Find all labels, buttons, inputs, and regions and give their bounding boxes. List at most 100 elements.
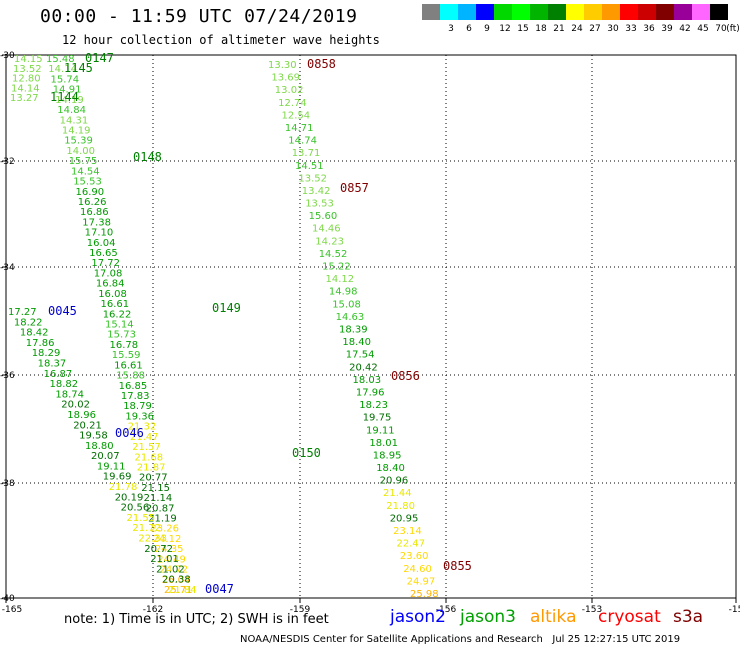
track-b-value: 23.26 xyxy=(150,524,179,535)
track-d-value: 13.52 xyxy=(298,173,327,184)
track-c-value: 18.22 xyxy=(14,317,43,328)
pass-time-label: 0855 xyxy=(443,559,472,573)
track-b-value: 21.68 xyxy=(135,452,164,463)
track-c-value: 19.11 xyxy=(97,461,126,472)
track-d-value: 15.08 xyxy=(332,299,361,310)
pass-time-label: 0047 xyxy=(205,582,234,596)
track-b-value: 16.84 xyxy=(96,279,125,290)
track-b-value: 26.04 xyxy=(162,575,191,586)
track-b-value: 17.38 xyxy=(82,217,111,228)
track-b-value: 21.14 xyxy=(144,493,173,504)
track-b-value: 18.79 xyxy=(123,401,152,412)
track-d-value: 20.96 xyxy=(380,476,409,487)
track-b-value: 14.54 xyxy=(71,166,100,177)
legend-swatch xyxy=(530,4,548,20)
track-d-value: 18.40 xyxy=(342,337,371,348)
track-b-value: 14.91 xyxy=(53,85,82,96)
track-c-value: 18.80 xyxy=(85,441,114,452)
track-c-value: 20.38 xyxy=(162,575,191,586)
track-b-value: 20.87 xyxy=(146,503,175,514)
pass-time-label: 0045 xyxy=(48,304,77,318)
track-d-value: 24.97 xyxy=(407,576,436,587)
track-b-value: 16.08 xyxy=(98,289,127,300)
legend-swatch xyxy=(710,4,728,20)
track-b-value: 16.04 xyxy=(87,238,116,249)
track-d-value: 14.46 xyxy=(312,224,341,235)
legend-label: 42 xyxy=(679,24,691,34)
track-b-value: 24.49 xyxy=(157,554,186,565)
legend-label: 45 xyxy=(697,24,709,34)
pass-time-label: 0149 xyxy=(212,301,241,315)
chart-title: 00:00 - 11:59 UTC 07/24/2019 xyxy=(40,6,358,27)
track-b-value: 24.72 xyxy=(160,565,189,576)
lon-tick-label: -15 xyxy=(729,605,740,615)
legend-label: 18 xyxy=(535,24,547,34)
legend-swatch xyxy=(458,4,476,20)
legend-label: 36 xyxy=(643,24,655,34)
legend-label: 9 xyxy=(484,24,490,34)
legend-swatch xyxy=(602,4,620,20)
track-d-value: 13.30 xyxy=(268,60,297,71)
track-d-value: 17.96 xyxy=(356,388,385,399)
track-d-value: 20.42 xyxy=(349,362,378,373)
legend-swatch xyxy=(494,4,512,20)
pass-time-label: 0147 xyxy=(85,51,114,65)
track-c-value: 18.42 xyxy=(20,328,49,339)
track-d-value: 14.98 xyxy=(329,287,358,298)
track-c-value: 18.82 xyxy=(50,379,79,390)
legend-label: 6 xyxy=(466,24,472,34)
track-b-value: 15.73 xyxy=(107,330,136,341)
track-a-value: 14.14 xyxy=(11,83,40,94)
lat-tick-label: -38 xyxy=(0,479,15,489)
track-c-value: 19.58 xyxy=(79,431,108,442)
track-c-value: 18.74 xyxy=(55,389,84,400)
track-b-value: 21.47 xyxy=(130,432,159,443)
legend-swatch xyxy=(674,4,692,20)
track-a-value: 14.15 xyxy=(14,54,43,65)
track-b-value: 17.10 xyxy=(85,228,114,239)
satellite-cryosat: cryosat xyxy=(598,607,661,627)
pass-time-label: 0857 xyxy=(340,181,369,195)
satellite-altika: altika xyxy=(530,607,577,627)
legend-swatch xyxy=(638,4,656,20)
pass-time-label: 0046 xyxy=(115,426,144,440)
track-d-value: 20.95 xyxy=(390,513,419,524)
track-b-value: 16.22 xyxy=(103,309,132,320)
legend-swatch xyxy=(512,4,530,20)
track-d-value: 12.74 xyxy=(278,98,307,109)
legend-label: 24 xyxy=(571,24,583,34)
track-d-value: 25.98 xyxy=(410,589,439,600)
track-c-value: 20.56 xyxy=(121,503,150,514)
track-b-value: 25.71 xyxy=(164,585,193,596)
track-d-value: 18.39 xyxy=(339,325,368,336)
track-b-value: 16.26 xyxy=(78,197,107,208)
track-d-value: 18.03 xyxy=(353,375,382,386)
track-c-value: 18.96 xyxy=(67,410,96,421)
track-c-value: 21.01 xyxy=(150,554,179,565)
track-d-value: 21.80 xyxy=(386,501,415,512)
track-b-value: 17.83 xyxy=(121,391,150,402)
track-b-value: 15.75 xyxy=(69,156,98,167)
track-b-value: 16.61 xyxy=(101,299,130,310)
track-c-value: 21.55 xyxy=(127,513,156,524)
legend-swatch xyxy=(422,4,440,20)
track-d-value: 14.51 xyxy=(295,161,324,172)
lat-tick-label: -34 xyxy=(0,263,15,273)
legend-swatch xyxy=(620,4,638,20)
track-d-value: 15.60 xyxy=(309,211,338,222)
track-d-value: 23.14 xyxy=(393,526,422,537)
track-b-value: 14.00 xyxy=(66,146,95,157)
track-d-value: 15.22 xyxy=(322,262,351,273)
lon-tick-label: -165 xyxy=(2,605,22,615)
track-b-value: 19.36 xyxy=(125,411,154,422)
legend-label: 27 xyxy=(589,24,601,34)
legend-swatch xyxy=(548,4,566,20)
observation-labels: 14.1513.5212.8014.1413.2715.4814.1415.74… xyxy=(8,54,439,600)
track-d-value: 13.42 xyxy=(302,186,331,197)
track-c-value: 18.29 xyxy=(32,348,61,359)
track-d-value: 18.95 xyxy=(373,451,402,462)
track-c-value: 20.02 xyxy=(61,400,90,411)
track-b-value: 16.61 xyxy=(114,360,143,371)
